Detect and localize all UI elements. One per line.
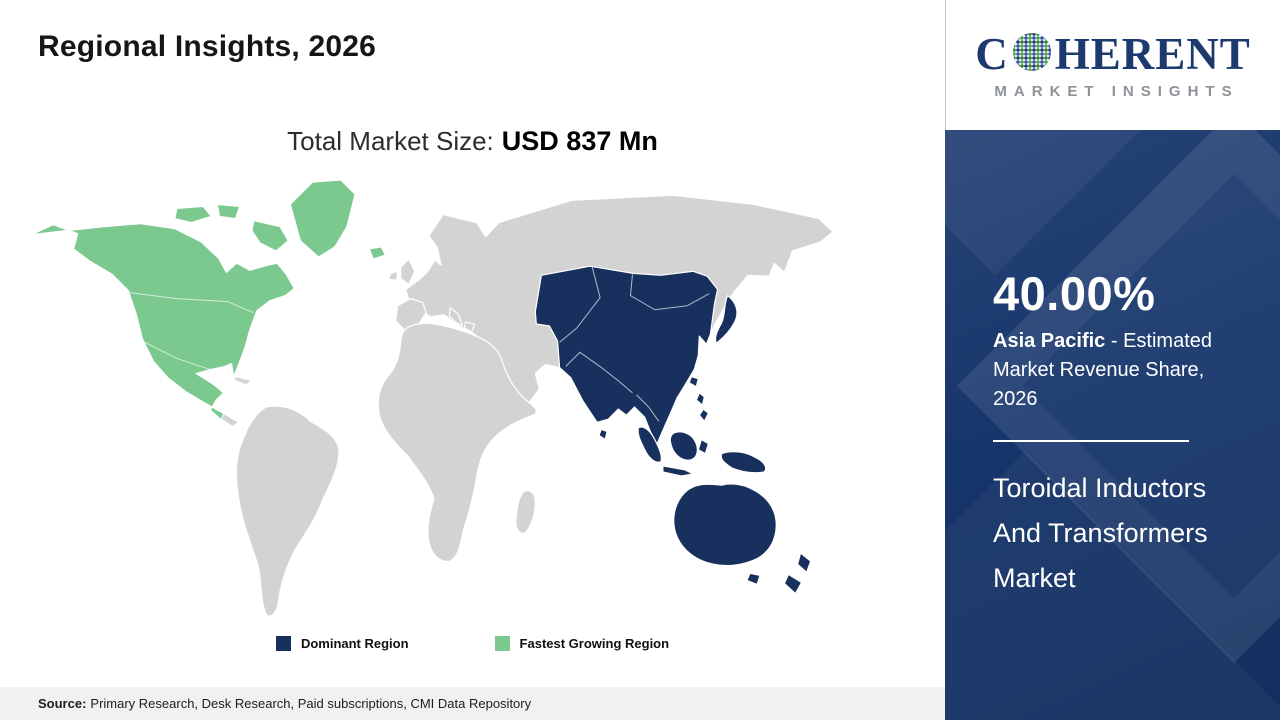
globe-icon	[1012, 32, 1052, 80]
legend-item-fastest: Fastest Growing Region	[494, 636, 670, 651]
legend-swatch-dominant	[275, 636, 291, 651]
brand-panel: 40.00% Asia Pacific - Estimated Market R…	[945, 130, 1280, 720]
market-size-line: Total Market Size: USD 837 Mn	[0, 126, 945, 157]
market-size-label: Total Market Size:	[287, 126, 494, 156]
world-map	[25, 178, 835, 624]
logo-area: C	[945, 0, 1280, 130]
source-text: Primary Research, Desk Research, Paid su…	[90, 696, 532, 711]
stat-desc-rest: - Estimated Market Revenue Share, 2026	[993, 330, 1212, 410]
stat-region: Asia Pacific	[993, 330, 1106, 352]
map-internal-borders	[128, 266, 710, 422]
legend-label-fastest: Fastest Growing Region	[519, 636, 670, 651]
legend-item-dominant: Dominant Region	[275, 636, 409, 651]
logo-text-prefix: C	[975, 29, 1009, 79]
map-region-fastest	[30, 179, 387, 426]
map-legend: Dominant Region Fastest Growing Region	[0, 636, 945, 651]
world-map-svg	[30, 179, 834, 617]
page-title: Regional Insights, 2026	[38, 30, 377, 63]
map-region-other-islands	[220, 376, 253, 427]
map-region-dominant	[534, 265, 812, 595]
stat-value: 40.00%	[993, 267, 1156, 320]
logo-text-rest: HERENT	[1054, 29, 1251, 79]
panel-content: 40.00% Asia Pacific - Estimated Market R…	[945, 130, 1280, 600]
market-size-value: USD 837 Mn	[501, 126, 658, 156]
legend-label-dominant: Dominant Region	[300, 636, 409, 651]
source-label: Source:	[38, 696, 87, 711]
company-logo: C	[975, 31, 1251, 79]
legend-swatch-fastest	[494, 636, 510, 651]
source-bar: Source: Primary Research, Desk Research,…	[0, 687, 945, 720]
panel-divider	[993, 440, 1189, 442]
sidebar: C	[945, 0, 1280, 720]
stat-description: Asia Pacific - Estimated Market Revenue …	[993, 327, 1235, 414]
market-name: Toroidal Inductors And Transformers Mark…	[993, 473, 1208, 593]
main-content: Regional Insights, 2026 Total Market Siz…	[0, 30, 945, 720]
logo-tagline: MARKET INSIGHTS	[994, 82, 1239, 100]
